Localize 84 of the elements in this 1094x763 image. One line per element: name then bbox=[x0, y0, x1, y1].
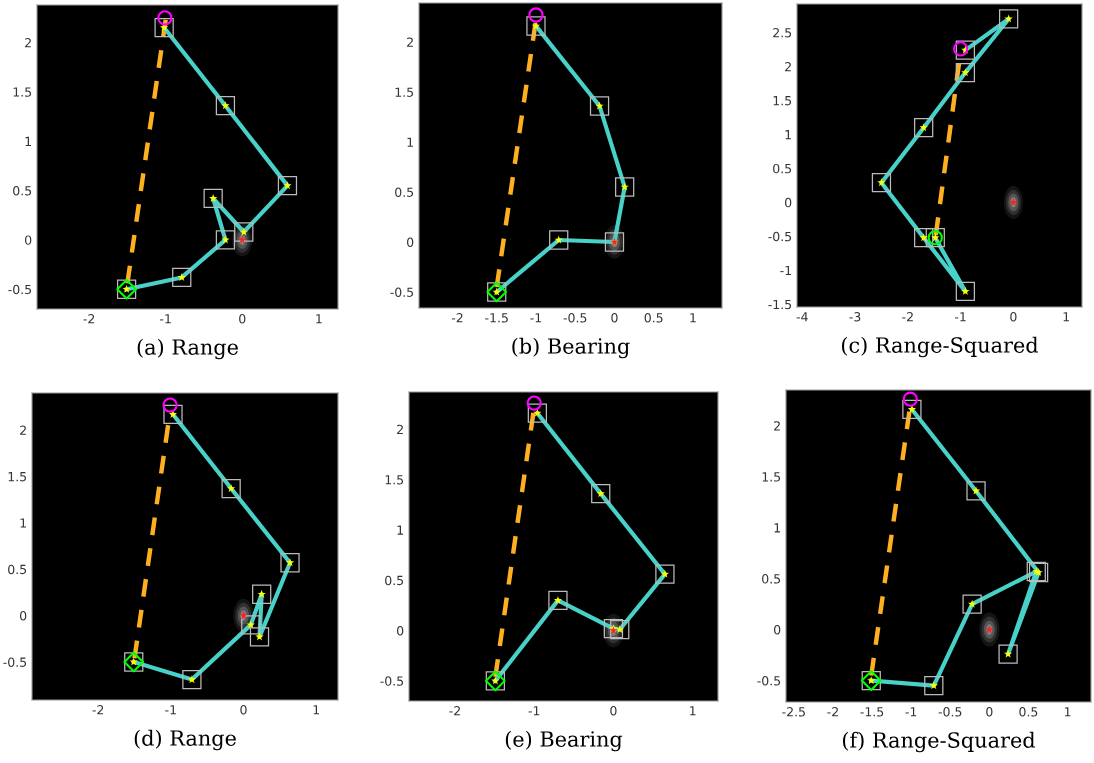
x-tick-label: -2 bbox=[451, 313, 463, 323]
text: (f) Range-Squared bbox=[842, 731, 1036, 753]
x-tick-label: 0.5 bbox=[1019, 707, 1038, 717]
y-tick-label: 2 bbox=[397, 424, 403, 434]
y-tick-label: 0.5 bbox=[762, 574, 781, 584]
y-tick-label: 1.5 bbox=[13, 87, 32, 97]
y-tick-label: 0 bbox=[397, 626, 404, 636]
x-tick-label: 1 bbox=[690, 706, 696, 716]
y-tick-label: 0 bbox=[25, 235, 32, 245]
y-tick-label: 0.5 bbox=[8, 564, 27, 575]
y-tick-label: 2 bbox=[774, 421, 780, 431]
y-tick-label: 0.5 bbox=[13, 186, 32, 196]
x-tick-label: -1 bbox=[530, 313, 542, 323]
text: (c) Range-Squared bbox=[841, 336, 1039, 358]
x-tick-label: -4 bbox=[796, 312, 808, 322]
y-tick-label: 2 bbox=[407, 37, 413, 47]
y-tick-label: -0.5 bbox=[390, 287, 414, 297]
x-tick-label: 0 bbox=[611, 313, 618, 323]
y-tick-label: 1 bbox=[20, 518, 26, 528]
x-tick-label: 1 bbox=[313, 705, 320, 715]
y-tick-label: 2 bbox=[785, 61, 791, 72]
x-tick-label: 0 bbox=[239, 314, 246, 324]
text: (d) Range bbox=[134, 729, 236, 751]
x-tick-label: 1 bbox=[690, 313, 696, 323]
y-tick-label: 1 bbox=[407, 137, 413, 147]
y-tick-label: -0.5 bbox=[380, 676, 404, 686]
text: (b) Bearing bbox=[512, 337, 630, 359]
point bbox=[528, 7, 544, 23]
point bbox=[526, 395, 542, 411]
point bbox=[952, 41, 969, 57]
y-tick-label: 0 bbox=[407, 237, 414, 247]
y-tick-label: 1 bbox=[397, 525, 403, 535]
x-tick-label: -2.5 bbox=[782, 707, 805, 717]
y-tick-label: 1 bbox=[774, 523, 780, 533]
point bbox=[902, 391, 918, 407]
y-tick-label: 0.5 bbox=[395, 187, 414, 197]
x-tick-label: -1 bbox=[160, 314, 171, 324]
text: (a) Range bbox=[137, 338, 238, 360]
y-tick-label: 1.5 bbox=[773, 96, 792, 106]
x-tick-label: -0.5 bbox=[938, 707, 962, 717]
y-tick-label: 1.5 bbox=[385, 475, 404, 485]
x-tick-label: -3 bbox=[849, 312, 861, 322]
x-tick-label: 1 bbox=[316, 314, 322, 324]
x-tick-label: -1.5 bbox=[485, 313, 508, 323]
x-tick-label: 0 bbox=[610, 706, 617, 716]
y-tick-label: 1.5 bbox=[8, 472, 27, 482]
y-tick-label: 0 bbox=[20, 611, 27, 621]
x-tick-label: -0.5 bbox=[563, 313, 587, 323]
x-tick-label: -2 bbox=[92, 705, 104, 715]
x-tick-label: 0.5 bbox=[644, 313, 663, 323]
y-tick-label: 2.5 bbox=[773, 28, 792, 38]
y-tick-label: -0.5 bbox=[768, 231, 792, 242]
y-tick-label: 2 bbox=[25, 37, 31, 48]
y-tick-label: -0.5 bbox=[3, 657, 27, 667]
y-tick-label: 0 bbox=[785, 197, 792, 208]
point bbox=[162, 397, 178, 413]
x-tick-label: -1 bbox=[954, 312, 966, 322]
y-tick-label: 1 bbox=[785, 130, 791, 140]
x-tick-label: -2 bbox=[83, 314, 95, 324]
x-tick-label: -1 bbox=[905, 707, 917, 717]
y-tick-label: -1 bbox=[780, 265, 791, 276]
x-tick-label: 1 bbox=[1063, 312, 1069, 322]
x-tick-label: -1 bbox=[528, 706, 540, 716]
y-tick-label: 1.5 bbox=[762, 472, 781, 482]
y-tick-label: 1.5 bbox=[395, 87, 414, 97]
y-tick-label: 2 bbox=[20, 425, 26, 435]
x-tick-label: -1 bbox=[165, 705, 176, 715]
x-tick-label: -2 bbox=[827, 707, 838, 717]
y-tick-label: -0.5 bbox=[757, 676, 781, 686]
text: (e) Bearing bbox=[505, 730, 623, 752]
y-tick-label: -0.5 bbox=[8, 284, 32, 295]
x-tick-label: 0 bbox=[1010, 312, 1017, 322]
x-tick-label: 0 bbox=[240, 705, 247, 715]
y-tick-label: 0.5 bbox=[385, 575, 404, 586]
x-tick-label: -2 bbox=[449, 706, 460, 716]
x-tick-label: -2 bbox=[902, 312, 913, 322]
x-tick-label: -1.5 bbox=[860, 707, 884, 717]
y-tick-label: -1.5 bbox=[768, 299, 792, 310]
point bbox=[157, 10, 173, 26]
y-tick-label: 0 bbox=[774, 625, 781, 635]
y-tick-label: 1 bbox=[25, 136, 31, 146]
y-tick-label: 0.5 bbox=[773, 163, 792, 174]
x-tick-label: 0 bbox=[986, 707, 993, 717]
x-tick-label: 1 bbox=[1064, 707, 1071, 717]
